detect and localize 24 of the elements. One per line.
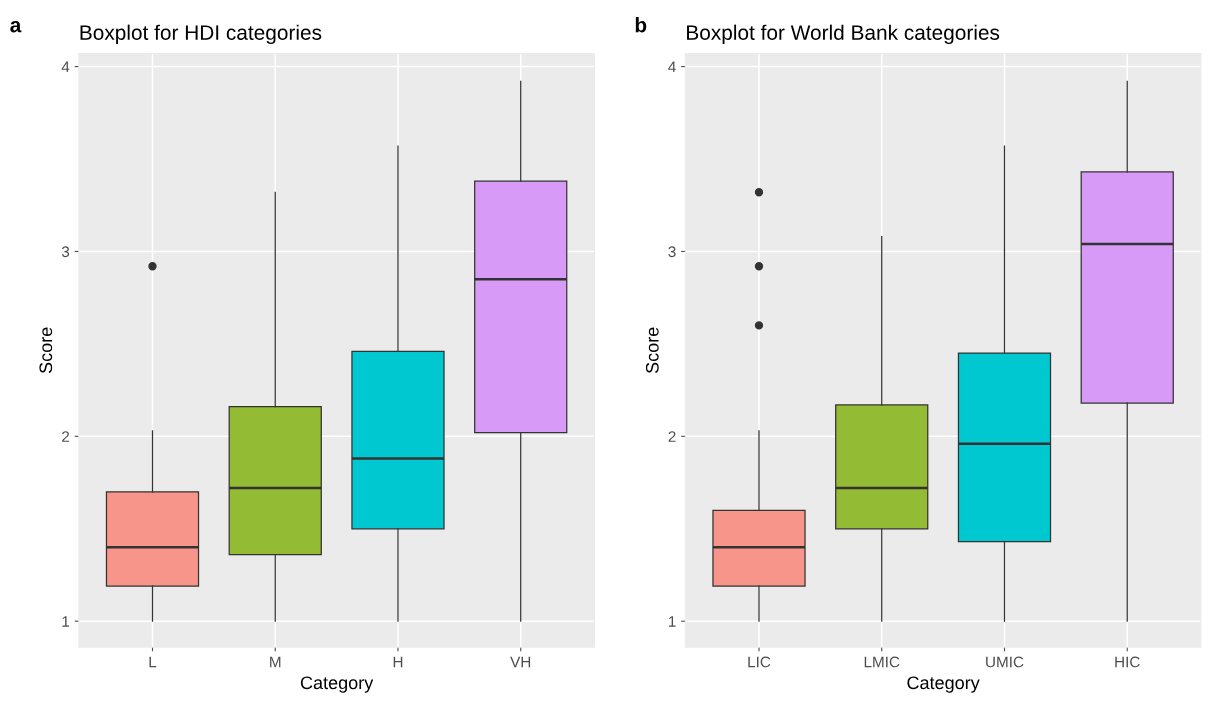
y-axis-title: Score [39, 327, 53, 374]
x-tick-label: UMIC [986, 656, 1024, 668]
x-tick-label: LIC [748, 656, 771, 668]
y-tick-label: 1 [668, 616, 676, 627]
y-tick-label: 4 [61, 61, 70, 73]
chart-title: Boxplot for HDI categories [80, 24, 322, 45]
y-tick-label: 3 [668, 246, 676, 258]
text: a [10, 20, 22, 33]
x-tick-label: HIC [1115, 656, 1140, 668]
text: b [635, 17, 647, 33]
x-axis-title: Category [907, 676, 980, 693]
y-tick-label: 4 [668, 61, 676, 73]
x-tick-label: H [393, 656, 403, 668]
x-axis-title: Category [300, 676, 374, 693]
x-tick-label: LMIC [864, 656, 900, 668]
x-tick-label: L [149, 656, 157, 668]
y-tick-label: 1 [62, 616, 70, 627]
y-tick-label: 2 [62, 431, 70, 442]
chart-title: Boxplot for World Bank categories [687, 24, 1000, 45]
y-tick-label: 2 [668, 431, 676, 442]
y-axis-title: Score [645, 327, 659, 374]
x-tick-label: M [270, 656, 281, 668]
x-tick-label: VH [510, 656, 531, 668]
y-tick-label: 3 [61, 246, 70, 258]
